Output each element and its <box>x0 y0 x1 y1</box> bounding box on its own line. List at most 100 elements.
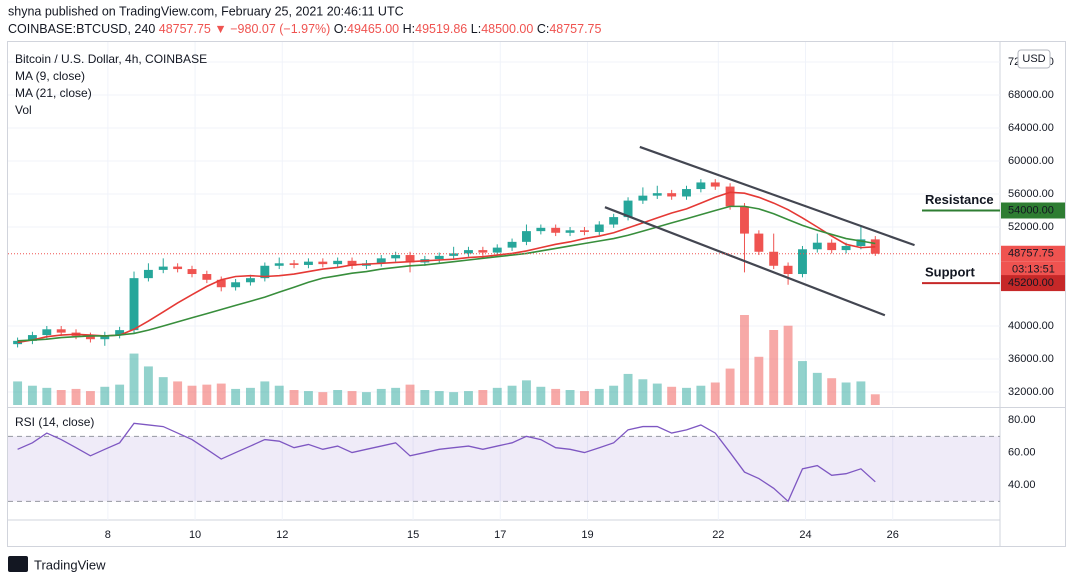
volume-bar <box>274 385 284 405</box>
candle-body <box>100 335 110 340</box>
c-key: C: <box>537 22 550 36</box>
candle-body <box>754 233 764 252</box>
candle-body <box>856 239 866 246</box>
candle-body <box>667 193 677 197</box>
volume-bar <box>376 388 386 405</box>
volume-bar <box>783 325 793 405</box>
candle-body <box>434 255 444 260</box>
volume-bar <box>333 390 343 405</box>
volume-bar <box>405 384 415 405</box>
candle-body <box>303 261 313 265</box>
x-tick-label: 22 <box>712 529 724 541</box>
volume-bar <box>551 388 561 405</box>
l-key: L: <box>471 22 481 36</box>
candle-body <box>492 247 502 253</box>
candle-body <box>27 335 37 341</box>
volume-bar <box>682 387 691 405</box>
volume-bar <box>245 387 255 405</box>
change: −980.07 (−1.97%) <box>230 22 330 36</box>
o-key: O: <box>334 22 347 36</box>
candle-body <box>783 265 793 275</box>
candle-body <box>173 266 183 270</box>
x-tick-label: 10 <box>189 529 201 541</box>
x-tick-label: 15 <box>407 529 419 541</box>
legend-vol: Vol <box>15 103 32 117</box>
volume-bar <box>13 381 23 405</box>
candle-body <box>841 245 851 251</box>
level-name: Resistance <box>925 192 994 207</box>
candle-body <box>115 330 125 336</box>
candle-body <box>56 329 66 333</box>
symbol-line: COINBASE:BTCUSD, 240 48757.75 ▼ −980.07 … <box>8 22 601 36</box>
y-tick-label: 60000.00 <box>1008 155 1054 167</box>
volume-bar <box>420 390 430 405</box>
y-tick-label: 68000.00 <box>1008 89 1054 101</box>
volume-bar <box>754 356 764 405</box>
volume-bar <box>812 372 822 405</box>
candle-body <box>594 224 604 232</box>
plot: 32000.00 36000.00 40000.00 52000.00 56000.00… <box>8 42 1065 541</box>
candle-body <box>623 200 633 218</box>
legend-ma21: MA (21, close) <box>15 86 92 100</box>
y-tick-label: 52000.00 <box>1008 221 1054 233</box>
candle-body <box>870 239 880 254</box>
volume-bar <box>507 385 517 405</box>
candle-body <box>129 278 139 331</box>
publisher-line: shyna published on TradingView.com, Febr… <box>8 4 404 18</box>
candle-body <box>710 182 720 187</box>
candle-body <box>522 231 531 242</box>
volume-bar <box>652 383 662 405</box>
volume-bar <box>870 394 880 405</box>
volume-bar <box>216 383 226 405</box>
countdown: 03:13:51 <box>1012 264 1055 276</box>
y-tick-label: 40000.00 <box>1008 320 1054 332</box>
level-price-box <box>1001 202 1065 219</box>
symbol: COINBASE:BTCUSD, 240 <box>8 22 155 36</box>
candle-body <box>260 265 270 279</box>
candle-body <box>478 250 488 253</box>
volume-bar <box>638 379 648 405</box>
candle-body <box>405 255 415 263</box>
candle-body <box>333 260 343 265</box>
candle-body <box>652 193 662 196</box>
ma-line <box>17 205 876 342</box>
volume-bar <box>696 385 706 405</box>
candle-body <box>696 182 706 190</box>
trendline <box>604 206 886 317</box>
y-tick-label: 56000.00 <box>1008 188 1054 200</box>
c-val: 48757.75 <box>549 22 601 36</box>
candle-body <box>216 279 226 288</box>
x-tick-label: 12 <box>276 529 288 541</box>
volume-bar <box>449 392 459 405</box>
volume-bar <box>56 390 66 405</box>
volume-bar <box>492 387 502 405</box>
volume-bar <box>27 385 37 405</box>
candle-body <box>391 255 401 259</box>
candle-body <box>580 230 589 232</box>
volume-bar <box>129 353 139 405</box>
legend-rsi: RSI (14, close) <box>15 415 94 429</box>
rsi-tick-label: 40.00 <box>1008 479 1036 491</box>
volume-bar <box>609 385 619 405</box>
currency-badge[interactable] <box>1017 49 1051 69</box>
volume-bar <box>85 391 95 405</box>
volume-bar <box>173 381 183 405</box>
candle-body <box>769 251 779 266</box>
level-price-box <box>1001 275 1065 292</box>
candle-body <box>245 278 255 283</box>
candle-body <box>347 260 357 266</box>
candle-body <box>158 266 168 270</box>
h-key: H: <box>403 22 416 36</box>
volume-bar <box>347 391 357 405</box>
price: 48757.75 <box>159 22 211 36</box>
volume-bar <box>143 366 153 405</box>
chart-title: Bitcoin / U.S. Dollar, 4h, COINBASE <box>15 52 207 66</box>
volume-bar <box>580 391 589 405</box>
volume-bar <box>522 380 531 405</box>
x-tick-label: 17 <box>494 529 506 541</box>
last-price-label: 48757.75 <box>1008 248 1054 260</box>
brand: TradingView <box>34 557 106 572</box>
volume-bar <box>231 388 241 405</box>
legend-ma9: MA (9, close) <box>15 69 85 83</box>
